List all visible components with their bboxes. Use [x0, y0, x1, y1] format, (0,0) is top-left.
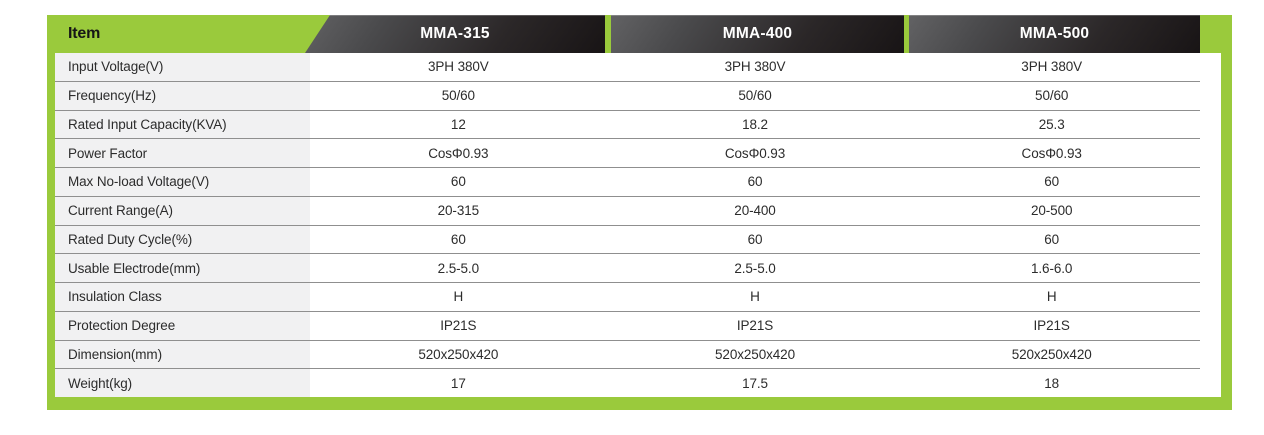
green-frame-left: [47, 15, 55, 410]
spec-value-cell-mma-400: H: [750, 289, 760, 305]
spec-value-cell-mma-315: 520x250x420: [418, 346, 499, 362]
table-row: Insulation Class H H H: [55, 283, 1200, 312]
spec-value-cell-mma-315: CosΦ0.93: [428, 145, 489, 161]
spec-value-cell-mma-400: 18.2: [742, 116, 768, 132]
table-body: Input Voltage(V) 3PH 380V 3PH 380V 3PH 3…: [55, 53, 1200, 397]
spec-value-cell-mma-315: 3PH 380V: [427, 59, 489, 75]
spec-value-cell-mma-500: IP21S: [1033, 318, 1070, 334]
spec-value-cell-mma-500: 60: [1044, 231, 1060, 247]
spec-label-cell: Frequency(Hz): [55, 81, 310, 110]
specification-table: Item MMA-315 MMA-400 MMA-500 Input Volta…: [47, 15, 1232, 410]
spec-value-cell-mma-500: 1.6-6.0: [1031, 260, 1073, 276]
spec-value-cell-mma-315: IP21S: [440, 318, 477, 334]
column-header-model-2: MMA-400: [611, 15, 904, 53]
table-row: Current Range(A) 20-315 20-400 20-500: [55, 196, 1200, 226]
spec-value-cell-mma-400: IP21S: [736, 318, 774, 334]
spec-value-cell-mma-315: 60: [450, 174, 466, 190]
spec-label-cell: Rated Input Capacity(KVA): [55, 110, 310, 139]
spec-label-cell: Power Factor: [55, 139, 310, 167]
spec-label-cell: Weight(kg): [55, 369, 310, 397]
spec-value-cell-mma-500: 520x250x420: [1011, 346, 1092, 362]
table-header-row: Item MMA-315 MMA-400 MMA-500: [47, 15, 1232, 53]
spec-value-cell-mma-500: 60: [1044, 174, 1060, 190]
table-row: Frequency(Hz) 50/60 50/60 50/60: [55, 81, 1200, 111]
spec-value-cell-mma-500: 20-500: [1030, 203, 1073, 219]
spec-value-cell-mma-400: 60: [747, 174, 763, 190]
spec-label-cell: Rated Duty Cycle(%): [55, 225, 310, 254]
table-row: Protection Degree IP21S IP21S IP21S: [55, 311, 1200, 341]
spec-value-cell-mma-315: 60: [450, 231, 466, 247]
spec-value-cell-mma-500: CosΦ0.93: [1021, 145, 1082, 161]
spec-value-cell-mma-400: 3PH 380V: [724, 59, 786, 75]
spec-value-cell-mma-500: 25.3: [1038, 116, 1065, 132]
spec-value-cell-mma-315: 17: [450, 375, 466, 391]
spec-value-cell-mma-400: 520x250x420: [715, 346, 795, 362]
spec-value-cell-mma-500: 18: [1044, 375, 1060, 391]
spec-label-cell: Max No-load Voltage(V): [55, 168, 310, 196]
table-row: Rated Duty Cycle(%) 60 60 60: [55, 225, 1200, 255]
spec-value-cell-mma-315: 50/60: [441, 88, 475, 104]
table-row: Input Voltage(V) 3PH 380V 3PH 380V 3PH 3…: [55, 53, 1200, 82]
table-row: Usable Electrode(mm) 2.5-5.0 2.5-5.0 1.6…: [55, 254, 1200, 283]
green-frame-right: [1221, 15, 1232, 410]
spec-value-cell-mma-400: 20-400: [734, 203, 776, 219]
green-frame-bottom: [47, 397, 1232, 410]
spec-label-cell: Current Range(A): [55, 196, 310, 225]
table-row: Weight(kg) 17 17.5 18: [55, 369, 1200, 397]
column-header-model-3: MMA-500: [909, 15, 1200, 53]
spec-value-cell-mma-500: 3PH 380V: [1021, 59, 1083, 75]
spec-label-cell: Input Voltage(V): [55, 53, 310, 81]
table-row: Max No-load Voltage(V) 60 60 60: [55, 168, 1200, 197]
spec-label-cell: Protection Degree: [55, 311, 310, 340]
column-header-model-1: MMA-315: [305, 15, 605, 53]
spec-value-cell-mma-500: 50/60: [1035, 88, 1069, 104]
spec-value-cell-mma-400: 2.5-5.0: [734, 260, 776, 276]
spec-value-cell-mma-400: 60: [747, 231, 763, 247]
spec-value-cell-mma-400: 17.5: [742, 375, 768, 391]
spec-value-cell-mma-315: 20-315: [437, 203, 480, 219]
spec-value-cell-mma-315: 12: [450, 116, 466, 132]
spec-label-cell: Insulation Class: [55, 283, 310, 311]
spec-label-cell: Usable Electrode(mm): [55, 254, 310, 282]
spec-value-cell-mma-400: 50/60: [738, 88, 772, 104]
spec-value-cell-mma-315: 2.5-5.0: [437, 260, 479, 276]
spec-label-cell: Dimension(mm): [55, 340, 310, 369]
table-row: Power Factor CosΦ0.93 CosΦ0.93 CosΦ0.93: [55, 139, 1200, 168]
column-header-item: Item: [68, 25, 101, 42]
table-row: Rated Input Capacity(KVA) 12 18.2 25.3: [55, 110, 1200, 140]
table-row: Dimension(mm) 520x250x420 520x250x420 52…: [55, 340, 1200, 370]
spec-value-cell-mma-500: H: [1046, 289, 1057, 305]
spec-value-cell-mma-400: CosΦ0.93: [724, 145, 786, 161]
spec-value-cell-mma-315: H: [453, 289, 464, 305]
